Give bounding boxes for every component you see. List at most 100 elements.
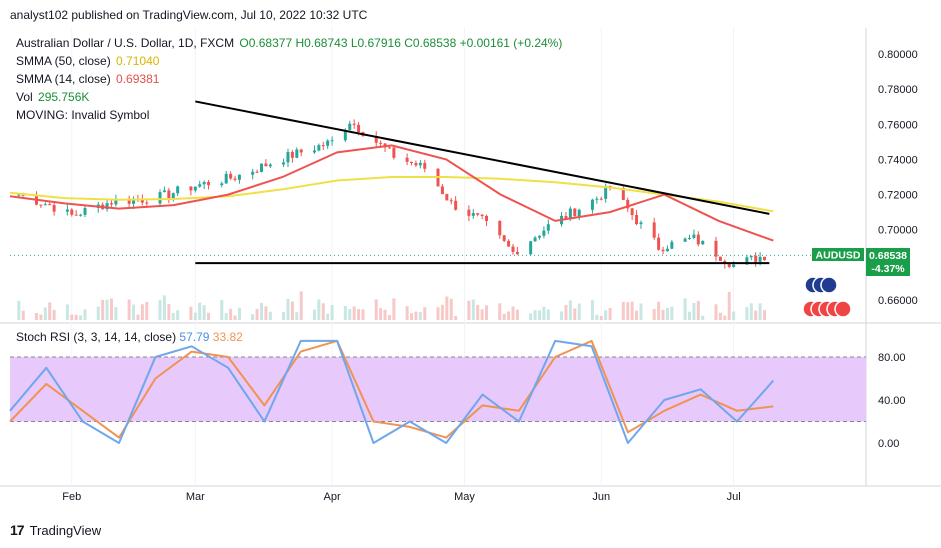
volume-bar [387,315,391,320]
candle-body [454,200,458,210]
candle-body [198,184,202,187]
volume-bar [652,309,656,320]
volume-bar [96,306,100,320]
volume-bar [282,311,286,320]
oscillator-legend: Stoch RSI (3, 3, 14, 14, close) 57.79 33… [16,330,243,344]
smma14-label[interactable]: SMMA (14, close) [16,72,111,86]
volume-bar [665,307,669,320]
candle-body [410,161,414,163]
footer-brand[interactable]: TradingView [29,522,102,538]
price-tick-label: 0.72000 [878,190,918,202]
candle-body [348,123,352,130]
volume-bar [202,305,206,320]
volume-bar [692,302,696,320]
price-tag-bg [866,248,910,276]
volume-bar [745,307,749,320]
ohlc-values: O0.68377 H0.68743 L0.67916 C0.68538 +0.0… [239,36,563,50]
volume-bar [39,314,43,320]
time-tick-label: May [454,491,475,503]
candle-body [652,222,656,238]
candle-body [635,215,639,225]
candle-body [754,255,758,262]
volume-bar [511,306,515,320]
vol-label[interactable]: Vol [16,90,33,104]
candle-body [630,208,634,216]
volume-bar [635,310,639,320]
price-tick-label: 0.66000 [878,295,918,307]
osc-tick-label: 0.00 [878,438,899,450]
symbol-tag-bg [812,248,864,261]
volume-bar [445,296,449,320]
candle-body [70,209,74,215]
candle-body [264,163,268,167]
volume-bar [127,299,131,320]
price-tick-label: 0.70000 [878,225,918,237]
volume-bar [193,312,197,320]
volume-bar [515,309,519,320]
stoch-k-value: 57.79 [179,330,210,344]
stoch-rsi-label[interactable]: Stoch RSI (3, 3, 14, 14, close) [16,330,177,344]
volume-bar [414,311,418,320]
tradingview-logo-icon[interactable]: 17 [10,522,25,538]
candle-body [732,264,736,267]
candle-body [745,257,749,265]
volume-bar [533,310,537,320]
candle-body [220,183,224,186]
candle-body [357,124,361,133]
candle-body [83,208,87,215]
volume-bar [732,311,736,320]
time-tick-label: Feb [62,491,81,503]
volume-bar [498,303,502,320]
candle-body [467,209,471,216]
candle-body [537,235,541,238]
volume-bar [70,314,74,320]
candle-body [683,238,687,242]
volume-bar [132,304,136,320]
candle-body [162,190,166,193]
resistance-trendline [195,100,770,215]
candle-body [193,186,197,191]
candle-body [21,194,25,196]
volume-bar [604,310,608,320]
volume-bar [321,303,325,320]
volume-bar [317,299,321,320]
volume-bar [714,304,718,320]
candle-body [476,213,480,215]
price-tag: AUDUSD 0.68538-4.37% [812,248,910,276]
candle-body [379,142,383,144]
price-tick-label: 0.80000 [878,49,918,61]
candle-body [763,256,767,261]
smma14-line [9,144,774,242]
instrument-title: Australian Dollar / U.S. Dollar, 1D, FXC… [16,36,235,50]
candle-body [546,224,550,231]
chart-legend: Australian Dollar / U.S. Dollar, 1D, FXC… [16,34,564,124]
volume-bar [718,312,722,320]
moving-label[interactable]: MOVING: Invalid Symbol [16,108,150,122]
candle-body [701,240,705,245]
stoch-band [10,357,866,422]
smma50-value: 0.71040 [116,54,160,68]
volume-bar [79,315,83,320]
candle-body [132,199,136,204]
volume-bar [268,311,272,320]
candle-body [387,147,391,149]
economic-event-flag-icon [834,300,852,318]
volume-bar [670,306,674,320]
time-tick-label: Mar [186,491,205,503]
candle-body [392,147,396,158]
candle-body [511,246,515,252]
candle-body [670,241,674,249]
volume-bar [379,308,383,320]
candle-body [299,149,303,153]
candle-body [237,174,241,180]
volume-bar [361,309,365,320]
candle-body [171,193,175,198]
volume-bar [688,311,692,320]
volume-bar [264,306,268,320]
volume-bar [374,299,378,320]
smma50-label[interactable]: SMMA (50, close) [16,54,111,68]
volume-bar [229,308,233,320]
candle-body [577,209,581,217]
candle-body [502,235,506,241]
